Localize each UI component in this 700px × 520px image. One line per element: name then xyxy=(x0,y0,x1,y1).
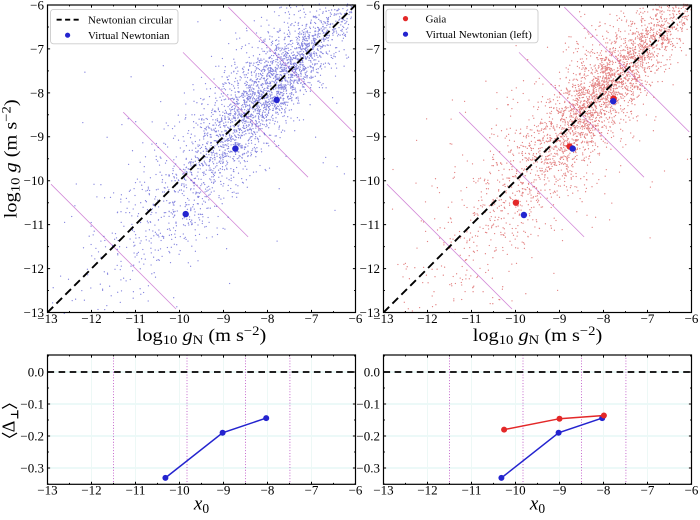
svg-text:−11: −11 xyxy=(360,217,380,232)
svg-text:x0: x0 xyxy=(193,494,209,516)
svg-text:−6: −6 xyxy=(349,483,363,498)
svg-text:−0.2: −0.2 xyxy=(20,428,44,443)
svg-text:Newtonian circular: Newtonian circular xyxy=(88,14,173,26)
svg-text:−12: −12 xyxy=(81,483,101,498)
svg-text:−9: −9 xyxy=(553,311,567,326)
svg-text:0.0: 0.0 xyxy=(364,364,380,379)
svg-text:−0.3: −0.3 xyxy=(20,460,44,475)
svg-text:0.0: 0.0 xyxy=(28,364,44,379)
svg-text:−7: −7 xyxy=(305,311,319,326)
svg-text:−0.3: −0.3 xyxy=(356,460,380,475)
svg-text:Δ: Δ xyxy=(0,421,19,433)
svg-text:−0.2: −0.2 xyxy=(356,428,380,443)
svg-text:−8: −8 xyxy=(366,85,380,100)
svg-text:−10: −10 xyxy=(360,173,380,188)
svg-text:−9: −9 xyxy=(553,483,567,498)
svg-text:−7: −7 xyxy=(366,41,380,56)
svg-text:−6: −6 xyxy=(685,483,699,498)
svg-text:−9: −9 xyxy=(30,129,44,144)
svg-text:−8: −8 xyxy=(261,311,275,326)
svg-text:−8: −8 xyxy=(261,483,275,498)
svg-text:−13: −13 xyxy=(37,311,57,326)
svg-text:Virtual Newtonian (left): Virtual Newtonian (left) xyxy=(426,29,533,41)
svg-text:−10: −10 xyxy=(169,483,189,498)
svg-text:−7: −7 xyxy=(30,41,44,56)
svg-text:−0.1: −0.1 xyxy=(20,396,44,411)
svg-text:−11: −11 xyxy=(126,483,146,498)
svg-text:−10: −10 xyxy=(169,311,189,326)
svg-text:−13: −13 xyxy=(373,311,393,326)
svg-text:−8: −8 xyxy=(597,483,611,498)
svg-text:−13: −13 xyxy=(373,483,393,498)
svg-text:−12: −12 xyxy=(417,311,437,326)
svg-text:−7: −7 xyxy=(305,483,319,498)
svg-text:−8: −8 xyxy=(597,311,611,326)
svg-text:−10: −10 xyxy=(505,483,525,498)
svg-text:−6: −6 xyxy=(30,0,44,12)
svg-text:−6: −6 xyxy=(349,311,363,326)
svg-text:Virtual Newtonian: Virtual Newtonian xyxy=(88,30,170,42)
svg-text:−0.1: −0.1 xyxy=(356,396,380,411)
svg-text:−13: −13 xyxy=(37,483,57,498)
svg-text:−13: −13 xyxy=(24,305,44,320)
svg-text:−12: −12 xyxy=(360,261,380,276)
svg-text:−12: −12 xyxy=(417,483,437,498)
svg-text:−9: −9 xyxy=(217,483,231,498)
svg-text:−9: −9 xyxy=(217,311,231,326)
svg-text:Gaia: Gaia xyxy=(426,13,447,25)
svg-text:−6: −6 xyxy=(366,0,380,12)
svg-text:−9: −9 xyxy=(366,129,380,144)
svg-text:−11: −11 xyxy=(462,311,482,326)
svg-text:−10: −10 xyxy=(24,173,44,188)
svg-text:−13: −13 xyxy=(360,305,380,320)
svg-text:−11: −11 xyxy=(462,483,482,498)
svg-text:x0: x0 xyxy=(529,494,545,516)
svg-text:−12: −12 xyxy=(81,311,101,326)
svg-text:−12: −12 xyxy=(24,261,44,276)
svg-text:−10: −10 xyxy=(505,311,525,326)
svg-text:−11: −11 xyxy=(126,311,146,326)
svg-text:−8: −8 xyxy=(30,85,44,100)
svg-text:−11: −11 xyxy=(24,217,44,232)
svg-text:−7: −7 xyxy=(641,483,655,498)
svg-text:−7: −7 xyxy=(641,311,655,326)
svg-text:−6: −6 xyxy=(685,311,699,326)
